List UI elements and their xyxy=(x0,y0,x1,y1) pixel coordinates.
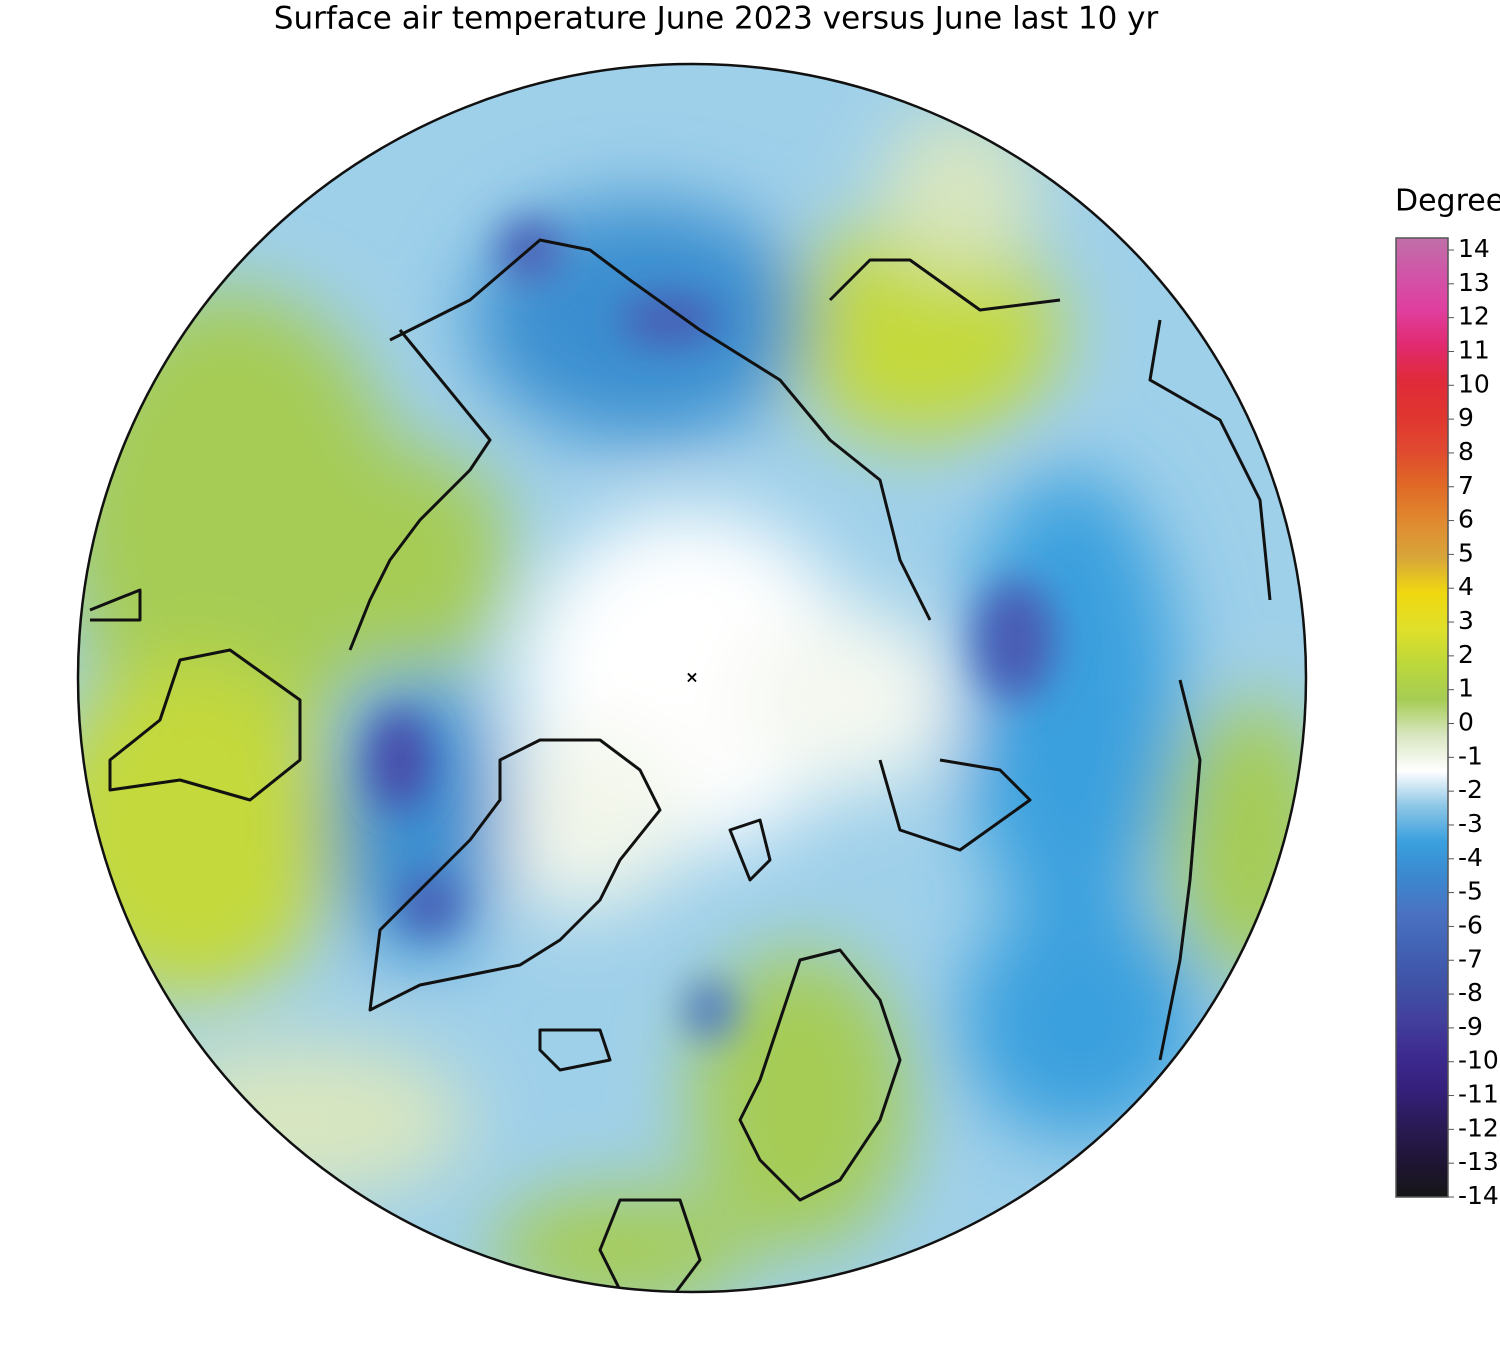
colorbar-tick-label: 6 xyxy=(1458,505,1474,534)
colorbar-tick-label: -1 xyxy=(1458,741,1483,770)
colorbar-tick-label: -8 xyxy=(1458,978,1483,1007)
colorbar-tick-label: -7 xyxy=(1458,944,1483,973)
colorbar-tick-label: 14 xyxy=(1458,234,1490,263)
colorbar-tick-label: -2 xyxy=(1458,775,1483,804)
colorbar-tick-label: -3 xyxy=(1458,809,1483,838)
colorbar-tick-label: -6 xyxy=(1458,910,1483,939)
colorbar-tick-label: -4 xyxy=(1458,843,1483,872)
colorbar-label: Degrees C xyxy=(1395,184,1500,219)
colorbar-tick-label: 5 xyxy=(1458,538,1474,567)
coastlines xyxy=(89,238,1272,1292)
colorbar-tick-label: -10 xyxy=(1458,1046,1499,1075)
pole-marker: × xyxy=(685,668,698,687)
colorbar xyxy=(1395,237,1449,1198)
colorbar-tick-label: 4 xyxy=(1458,572,1474,601)
colorbar-tick-label: 0 xyxy=(1458,708,1474,737)
colorbar-tick-label: 9 xyxy=(1458,403,1474,432)
colorbar-tick-label: -5 xyxy=(1458,877,1483,906)
map-border xyxy=(76,62,1308,1294)
colorbar-tick-label: -13 xyxy=(1458,1147,1499,1176)
temperature-field: × xyxy=(78,64,1306,1292)
map-title: Surface air temperature June 2023 versus… xyxy=(274,1,1159,37)
colorbar-tick-label: 1 xyxy=(1458,674,1474,703)
colorbar-tick-label: -11 xyxy=(1458,1080,1499,1109)
colorbar-tick-label: -14 xyxy=(1458,1181,1499,1210)
colorbar-tick-label: 3 xyxy=(1458,606,1474,635)
colorbar-tick-label: 2 xyxy=(1458,640,1474,669)
colorbar-tick-label: -12 xyxy=(1458,1113,1499,1142)
colorbar-tick-label: 8 xyxy=(1458,437,1474,466)
colorbar-tick-label: 12 xyxy=(1458,302,1490,331)
colorbar-tick-label: -9 xyxy=(1458,1012,1483,1041)
colorbar-tick-label: 10 xyxy=(1458,369,1490,398)
colorbar-tick-label: 11 xyxy=(1458,335,1490,364)
colorbar-tick-label: 7 xyxy=(1458,471,1474,500)
colorbar-tick-label: 13 xyxy=(1458,268,1490,297)
